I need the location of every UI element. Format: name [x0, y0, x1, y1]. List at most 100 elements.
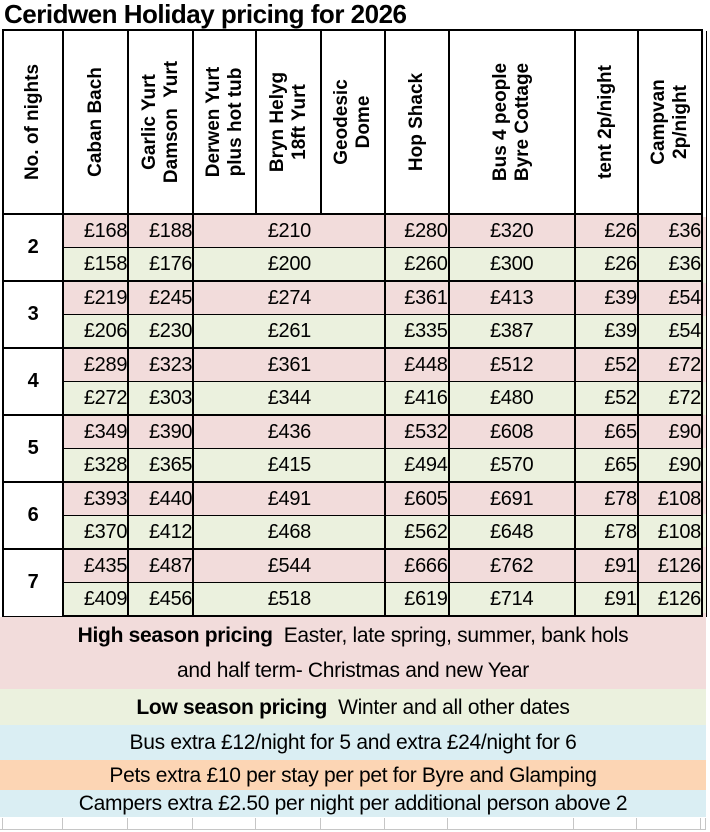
price-cell-garlic-yurt: £390: [127, 414, 195, 449]
rotated-header-text: tent 2p/night: [595, 65, 617, 179]
price-cell-campvan: £108: [636, 515, 704, 550]
note-campers-extra: Campers extra £2.50 per night per additi…: [0, 790, 706, 817]
note-line: Low season pricing Winter and all other …: [0, 690, 706, 725]
price-cell-tent: £39: [573, 280, 639, 315]
nights-cell: 6: [1, 481, 65, 550]
rotated-header-text: Garlic Yurt Damson Yurt: [139, 61, 183, 183]
row-6-nights-high-season: 6 £393 £440 £491 £605 £691 £78 £108: [1, 481, 704, 550]
price-cell-caban-bach: £289: [62, 347, 130, 382]
row-6-nights-low-season: £370 £412 £468 £562 £648 £78 £108: [3, 515, 704, 550]
gridline: [127, 818, 128, 829]
price-cell-garlic-yurt: £188: [127, 213, 195, 248]
nights-cell: 2: [1, 213, 65, 282]
gridline: [700, 818, 701, 829]
price-cell-damson-derwen-bryn-geodesic: £415: [192, 448, 387, 483]
price-cell-hop-shack: £619: [384, 582, 450, 617]
rotated-header-text: Bus 4 people Byre Cottage: [490, 63, 534, 181]
price-cell-caban-bach: £168: [62, 213, 130, 248]
price-cell-tent: £26: [573, 247, 639, 282]
col-header-bryn-helyg-yurt: Bryn Helyg 18ft Yurt: [255, 29, 323, 215]
price-cell-hop-shack: £532: [384, 414, 450, 449]
header-line: plus hot tub: [224, 67, 246, 177]
price-cell-tent: £52: [573, 347, 639, 382]
price-cell-tent: £26: [573, 213, 639, 248]
price-cell-hop-shack: £260: [384, 247, 450, 282]
header-line: 18ft Yurt: [288, 84, 310, 160]
price-cell-bus-byre-cottage: £512: [447, 347, 576, 382]
rotated-header-text: No. of nights: [22, 64, 44, 180]
note-line: and half term- Christmas and new Year: [177, 659, 529, 682]
header-line: Hop Shack: [406, 72, 427, 172]
price-cell-damson-derwen-bryn-geodesic: £544: [192, 548, 387, 583]
nights-cell: 3: [1, 280, 65, 349]
price-cell-tent: £65: [573, 448, 639, 483]
price-cell-campvan: £126: [636, 582, 704, 617]
price-cell-garlic-yurt: £303: [127, 381, 195, 416]
gridline: [192, 818, 193, 829]
price-cell-garlic-yurt: £323: [127, 347, 195, 382]
price-cell-hop-shack: £605: [384, 481, 450, 516]
price-cell-campvan: £72: [636, 381, 704, 416]
price-cell-bus-byre-cottage: £570: [447, 448, 576, 483]
price-cell-tent: £65: [573, 414, 639, 449]
gridline: [320, 818, 321, 829]
gridline: [2, 818, 3, 829]
price-cell-caban-bach: £370: [62, 515, 130, 550]
row-4-nights-low-season: £272 £303 £344 £416 £480 £52 £72: [3, 381, 704, 416]
price-cell-garlic-yurt: £245: [127, 280, 195, 315]
row-7-nights-low-season: £409 £456 £518 £619 £714 £91 £126: [3, 582, 704, 617]
note-pets-extra: Pets extra £10 per stay per pet for Byre…: [0, 760, 706, 790]
price-cell-bus-byre-cottage: £608: [447, 414, 576, 449]
col-header-garlic-damson-yurt: Garlic Yurt Damson Yurt: [127, 29, 195, 215]
notes-section: High season pricing Easter, late spring,…: [0, 617, 706, 817]
col-header-campvan: Campvan 2p/night: [636, 29, 704, 215]
col-header-hop-shack: Hop Shack: [384, 29, 450, 215]
price-cell-caban-bach: £158: [62, 247, 130, 282]
price-cell-campvan: £90: [636, 448, 704, 483]
note-line: Campers extra £2.50 per night per additi…: [78, 792, 628, 815]
price-cell-campvan: £126: [636, 548, 704, 583]
row-7-nights-high-season: 7 £435 £487 £544 £666 £762 £91 £126: [1, 548, 704, 617]
note-bold-label: Low season pricing: [136, 695, 328, 719]
price-cell-tent: £78: [573, 481, 639, 516]
price-cell-bus-byre-cottage: £714: [447, 582, 576, 617]
price-cell-damson-derwen-bryn-geodesic: £468: [192, 515, 387, 550]
price-cell-caban-bach: £328: [62, 448, 130, 483]
price-cell-garlic-yurt: £440: [127, 481, 195, 516]
rotated-header-text: Caban Bach: [85, 67, 107, 177]
price-cell-campvan: £54: [636, 280, 704, 315]
header-line: Bus 4 people: [489, 62, 511, 182]
col-header-no-of-nights: No. of nights: [1, 29, 65, 215]
col-header-geodesic-dome: Geodesic Dome: [320, 29, 387, 215]
price-cell-damson-derwen-bryn-geodesic: £361: [192, 347, 387, 382]
price-cell-bus-byre-cottage: £691: [447, 481, 576, 516]
rotated-header-text: Bryn Helyg 18ft Yurt: [267, 72, 311, 172]
row-2-nights-high-season: 2 £168 £188 £210 £280 £320 £26 £36: [1, 213, 704, 282]
spreadsheet-gridlines: [0, 817, 706, 831]
header-line: Campvan: [647, 79, 669, 165]
price-cell-bus-byre-cottage: £480: [447, 381, 576, 416]
price-cell-hop-shack: £562: [384, 515, 450, 550]
price-cell-tent: £78: [573, 515, 639, 550]
price-cell-garlic-yurt: £456: [127, 582, 195, 617]
price-cell-tent: £39: [573, 314, 639, 349]
note-text: Easter, late spring, summer, bank hols: [272, 624, 629, 647]
price-cell-garlic-yurt: £365: [127, 448, 195, 483]
header-line: Bryn Helyg: [266, 71, 288, 173]
header-line: Garlic Yurt: [138, 74, 160, 170]
gridline: [384, 818, 385, 829]
price-cell-campvan: £90: [636, 414, 704, 449]
price-cell-caban-bach: £435: [62, 548, 130, 583]
rotated-header-text: Derwen Yurt plus hot tub: [203, 67, 247, 178]
price-cell-caban-bach: £409: [62, 582, 130, 617]
header-line: Caban Bach: [84, 67, 106, 177]
price-cell-campvan: £108: [636, 481, 704, 516]
price-cell-tent: £91: [573, 582, 639, 617]
price-cell-damson-derwen-bryn-geodesic: £436: [192, 414, 387, 449]
price-cell-damson-derwen-bryn-geodesic: £274: [192, 280, 387, 315]
nights-cell: 4: [1, 347, 65, 416]
price-cell-hop-shack: £361: [384, 280, 450, 315]
price-cell-damson-derwen-bryn-geodesic: £261: [192, 314, 387, 349]
price-cell-campvan: £72: [636, 347, 704, 382]
